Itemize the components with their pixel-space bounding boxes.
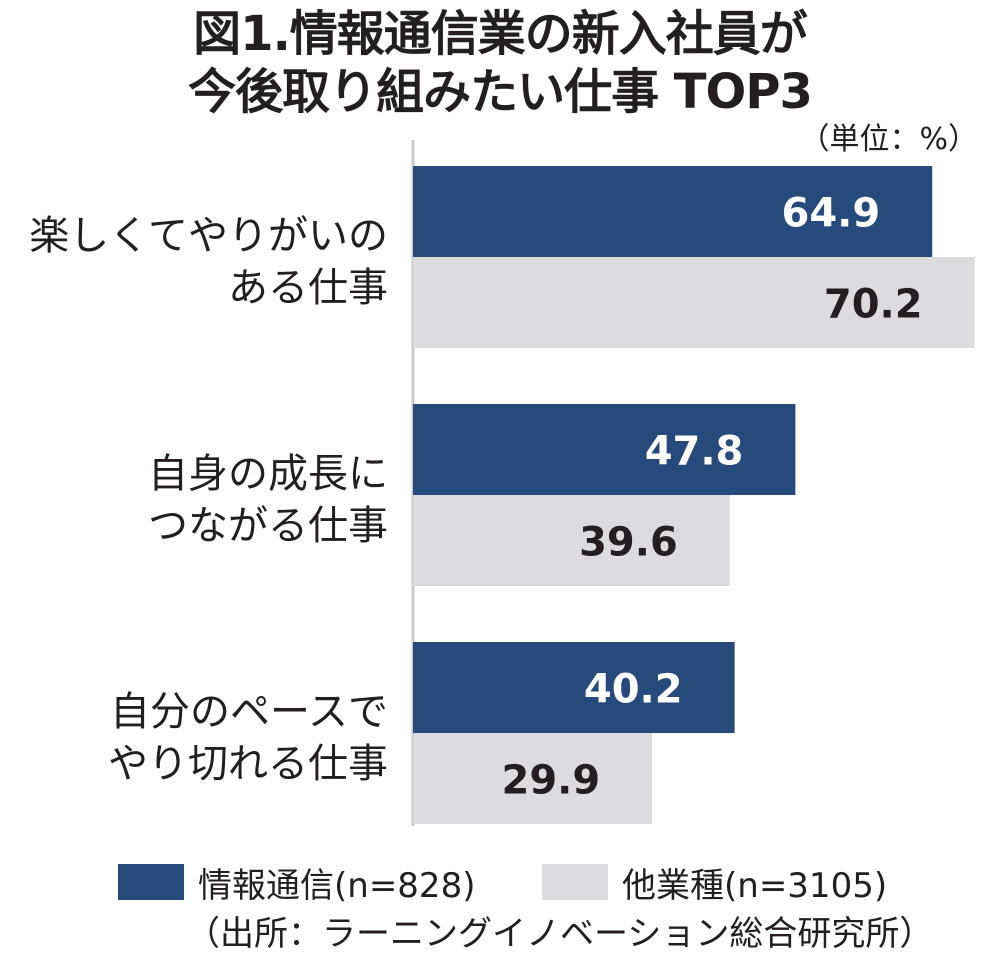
category-label-2-line-2: つながる仕事 [148, 503, 388, 549]
bar-3-series-2 [413, 733, 653, 824]
chart-title-line-2: 今後取り組みたい仕事 TOP3 [188, 64, 813, 120]
data-label-2-series-2: 39.6 [579, 520, 678, 566]
data-label-2-series-1: 47.8 [645, 429, 744, 475]
legend-item-series-1: 情報通信(n=828) [118, 862, 475, 906]
source-note: （出所：ラーニングイノベーション総合研究所） [186, 914, 934, 954]
legend-item-series-2: 他業種(n=3105) [542, 862, 887, 906]
category-label-1-line-2: ある仕事 [228, 265, 388, 311]
data-label-1-series-1: 64.9 [781, 191, 880, 237]
data-label-3-series-1: 40.2 [584, 667, 683, 713]
bar-1-series-1 [413, 166, 933, 257]
legend-swatch-series-1 [118, 864, 184, 900]
data-label-3-series-2: 29.9 [501, 758, 600, 804]
bar-2-series-2 [413, 495, 730, 586]
chart-title-line-1: 図1.情報通信業の新入社員が [193, 6, 808, 62]
bar-3-series-1 [413, 642, 735, 733]
bar-2-series-1 [413, 404, 796, 495]
category-label-1-line-1: 楽しくてやりがいの [29, 213, 388, 259]
legend-label-series-2: 他業種(n=3105) [622, 865, 888, 906]
unit-label: （単位：%） [799, 122, 978, 157]
category-label-2-line-1: 自身の成長に [148, 451, 388, 497]
legend-swatch-series-2 [542, 864, 608, 900]
bar-1-series-2 [413, 257, 975, 348]
category-label-3-line-2: やり切れる仕事 [108, 741, 388, 787]
category-label-3-line-1: 自分のペースで [110, 689, 388, 735]
data-label-1-series-2: 70.2 [824, 282, 923, 328]
legend-label-series-1: 情報通信(n=828) [198, 865, 476, 906]
